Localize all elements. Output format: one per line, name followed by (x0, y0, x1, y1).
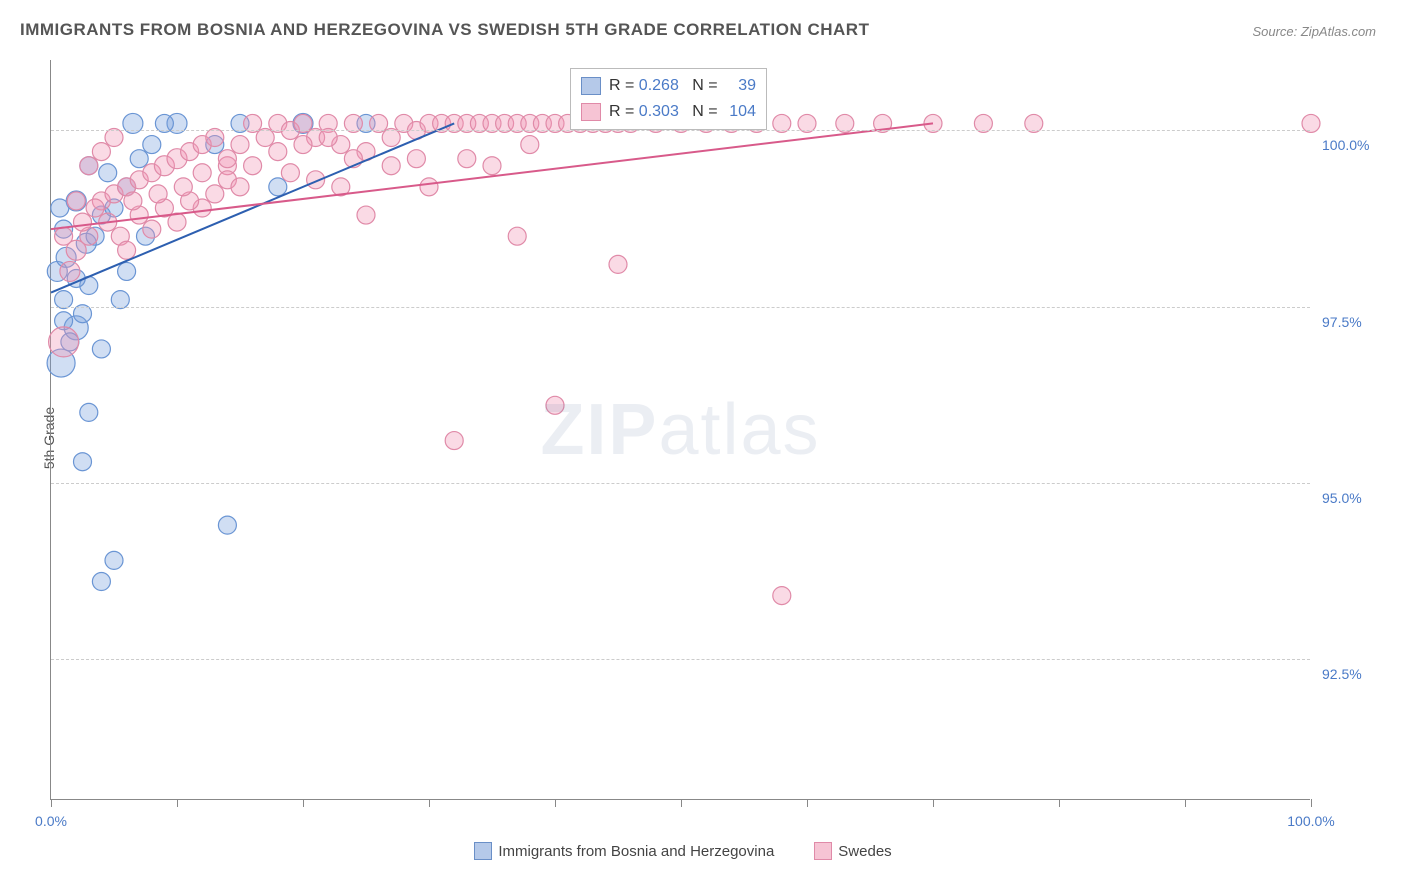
x-tick (51, 799, 52, 807)
scatter-point-blue (92, 573, 110, 591)
legend-swatch-pink (814, 842, 832, 860)
r-value-pink: 0.303 (639, 103, 679, 120)
scatter-point-pink (86, 199, 104, 217)
legend-swatch-blue (474, 842, 492, 860)
scatter-point-pink (382, 157, 400, 175)
x-tick (177, 799, 178, 807)
x-tick-label: 100.0% (1287, 813, 1334, 829)
scatter-point-pink (67, 192, 85, 210)
scatter-point-blue (74, 453, 92, 471)
n-label: N = (692, 103, 722, 120)
gridline (51, 307, 1310, 308)
x-tick (555, 799, 556, 807)
scatter-point-pink (244, 157, 262, 175)
scatter-point-pink (143, 220, 161, 238)
scatter-point-blue (105, 551, 123, 569)
n-label: N = (692, 77, 722, 94)
scatter-point-pink (55, 227, 73, 245)
scatter-point-pink (124, 192, 142, 210)
scatter-point-pink (174, 178, 192, 196)
scatter-point-pink (80, 157, 98, 175)
scatter-point-pink (49, 327, 79, 357)
stats-swatch-blue (581, 77, 601, 95)
y-tick-label: 97.5% (1322, 314, 1392, 330)
scatter-point-pink (458, 150, 476, 168)
scatter-point-pink (74, 213, 92, 231)
scatter-point-pink (773, 587, 791, 605)
plot-area: ZIPatlas 92.5%95.0%97.5%100.0%0.0%100.0% (50, 60, 1310, 800)
scatter-point-blue (130, 150, 148, 168)
x-tick (1311, 799, 1312, 807)
scatter-point-pink (357, 206, 375, 224)
scatter-point-pink (193, 164, 211, 182)
x-tick (807, 799, 808, 807)
y-tick-label: 100.0% (1322, 137, 1392, 153)
trend-line-pink (51, 123, 933, 229)
y-tick-label: 92.5% (1322, 666, 1392, 682)
x-tick (303, 799, 304, 807)
x-tick (429, 799, 430, 807)
scatter-point-pink (420, 178, 438, 196)
n-value-blue: 39 (722, 73, 756, 99)
scatter-point-pink (149, 185, 167, 203)
scatter-point-pink (294, 136, 312, 154)
scatter-point-pink (508, 227, 526, 245)
scatter-point-pink (206, 185, 224, 203)
x-tick (933, 799, 934, 807)
scatter-point-blue (92, 340, 110, 358)
legend-label-blue: Immigrants from Bosnia and Herzegovina (498, 843, 774, 860)
scatter-point-pink (60, 261, 80, 281)
r-label: R = (609, 77, 639, 94)
scatter-point-pink (118, 241, 136, 259)
scatter-point-pink (218, 150, 236, 168)
source-attribution: Source: ZipAtlas.com (1252, 24, 1376, 39)
scatter-point-blue (99, 164, 117, 182)
correlation-stats-box: R = 0.268 N = 39R = 0.303 N = 104 (570, 68, 767, 130)
scatter-point-blue (269, 178, 287, 196)
scatter-svg (51, 60, 1310, 799)
stats-row-blue: R = 0.268 N = 39 (581, 73, 756, 99)
gridline (51, 130, 1310, 131)
scatter-point-pink (92, 143, 110, 161)
gridline (51, 659, 1310, 660)
scatter-point-pink (281, 164, 299, 182)
n-value-pink: 104 (722, 99, 756, 125)
r-value-blue: 0.268 (639, 77, 679, 94)
scatter-point-pink (521, 136, 539, 154)
gridline (51, 483, 1310, 484)
scatter-point-pink (231, 178, 249, 196)
x-tick (1059, 799, 1060, 807)
scatter-point-blue (80, 403, 98, 421)
x-tick-label: 0.0% (35, 813, 67, 829)
stats-row-pink: R = 0.303 N = 104 (581, 99, 756, 125)
x-tick (1185, 799, 1186, 807)
stats-swatch-pink (581, 103, 601, 121)
scatter-point-pink (407, 150, 425, 168)
scatter-point-pink (609, 255, 627, 273)
scatter-point-blue (51, 199, 69, 217)
scatter-point-pink (483, 157, 501, 175)
scatter-point-pink (445, 432, 463, 450)
scatter-point-pink (546, 396, 564, 414)
r-label: R = (609, 103, 639, 120)
scatter-point-pink (231, 136, 249, 154)
scatter-point-blue (118, 262, 136, 280)
scatter-point-pink (269, 143, 287, 161)
chart-title: IMMIGRANTS FROM BOSNIA AND HERZEGOVINA V… (20, 20, 869, 40)
bottom-legend: Immigrants from Bosnia and Herzegovina Sw… (0, 842, 1406, 860)
legend-label-pink: Swedes (838, 843, 891, 860)
x-tick (681, 799, 682, 807)
scatter-point-blue (143, 136, 161, 154)
y-tick-label: 95.0% (1322, 490, 1392, 506)
scatter-point-blue (218, 516, 236, 534)
